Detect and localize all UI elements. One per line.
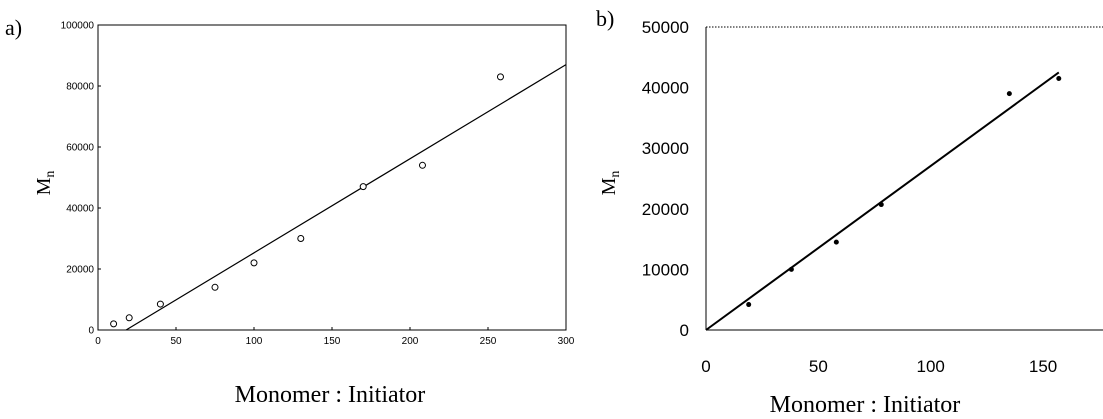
data-point bbox=[418, 161, 426, 169]
data-point bbox=[156, 300, 164, 308]
y-axis-label-a: Mn bbox=[33, 171, 58, 196]
data-point bbox=[297, 235, 305, 242]
x-tick-label: 200 bbox=[402, 336, 419, 347]
x-tick-label: 300 bbox=[558, 336, 575, 347]
y-tick-labels-b: 0 10000 20000 30000 40000 50000 bbox=[642, 18, 689, 340]
data-point bbox=[1006, 91, 1012, 97]
data-point bbox=[878, 202, 884, 208]
plot-frame-a bbox=[97, 24, 567, 331]
x-tick-label: 0 bbox=[701, 357, 710, 376]
panel-label-b: b) bbox=[596, 6, 614, 31]
x-axis-label-a: Monomer : Initiator bbox=[235, 382, 426, 408]
y-tick-label: 60000 bbox=[66, 143, 94, 154]
data-point bbox=[250, 259, 258, 267]
x-tick-label: 250 bbox=[480, 336, 497, 347]
y-tick-label: 100000 bbox=[61, 21, 95, 32]
fit-line bbox=[705, 71, 1060, 331]
data-point bbox=[788, 266, 794, 272]
y-axis-label-b: Mn bbox=[598, 171, 623, 196]
data-point bbox=[496, 73, 504, 81]
data-points-a bbox=[110, 73, 504, 328]
x-tick-label: 100 bbox=[246, 336, 263, 347]
data-point bbox=[746, 302, 752, 308]
y-tick-label: 30000 bbox=[642, 139, 689, 158]
fit-line-b bbox=[705, 71, 1060, 331]
y-tick-label: 20000 bbox=[66, 265, 94, 276]
x-tick-label: 100 bbox=[917, 357, 945, 376]
y-tick-label: 0 bbox=[680, 321, 689, 340]
data-point bbox=[1056, 76, 1062, 82]
y-tick-label: 50000 bbox=[642, 18, 689, 37]
x-tick-label: 50 bbox=[809, 357, 828, 376]
fit-line bbox=[125, 64, 567, 331]
x-tick-label: 50 bbox=[170, 336, 182, 347]
panel-label-a: a) bbox=[5, 15, 22, 40]
fit-line-a bbox=[125, 64, 567, 331]
data-point bbox=[211, 283, 219, 291]
chart-panel-a: a) 0 20000 40000 60000 80000 100000 0 50 100 150… bbox=[5, 15, 575, 408]
y-tick-label: 40000 bbox=[642, 79, 689, 98]
data-point bbox=[833, 239, 839, 245]
x-tick-label: 150 bbox=[1029, 357, 1057, 376]
y-tick-label: 10000 bbox=[642, 260, 689, 279]
x-axis-label-b: Monomer : Initiator bbox=[770, 392, 961, 418]
x-tick-label: 0 bbox=[95, 336, 101, 347]
y-tick-label: 80000 bbox=[66, 82, 94, 93]
data-point bbox=[110, 320, 118, 328]
data-point bbox=[359, 183, 367, 191]
y-tick-label: 20000 bbox=[642, 200, 689, 219]
x-tick-label: 150 bbox=[324, 336, 341, 347]
data-point bbox=[125, 314, 133, 322]
x-tick-labels-a: 0 50 100 150 200 250 300 bbox=[95, 327, 575, 347]
y-tick-labels-a: 0 20000 40000 60000 80000 100000 bbox=[61, 21, 101, 337]
x-tick-labels-b: 0 50 100 150 bbox=[701, 357, 1057, 376]
y-tick-label: 0 bbox=[88, 326, 94, 337]
y-tick-label: 40000 bbox=[66, 204, 94, 215]
data-points-b bbox=[746, 76, 1062, 308]
